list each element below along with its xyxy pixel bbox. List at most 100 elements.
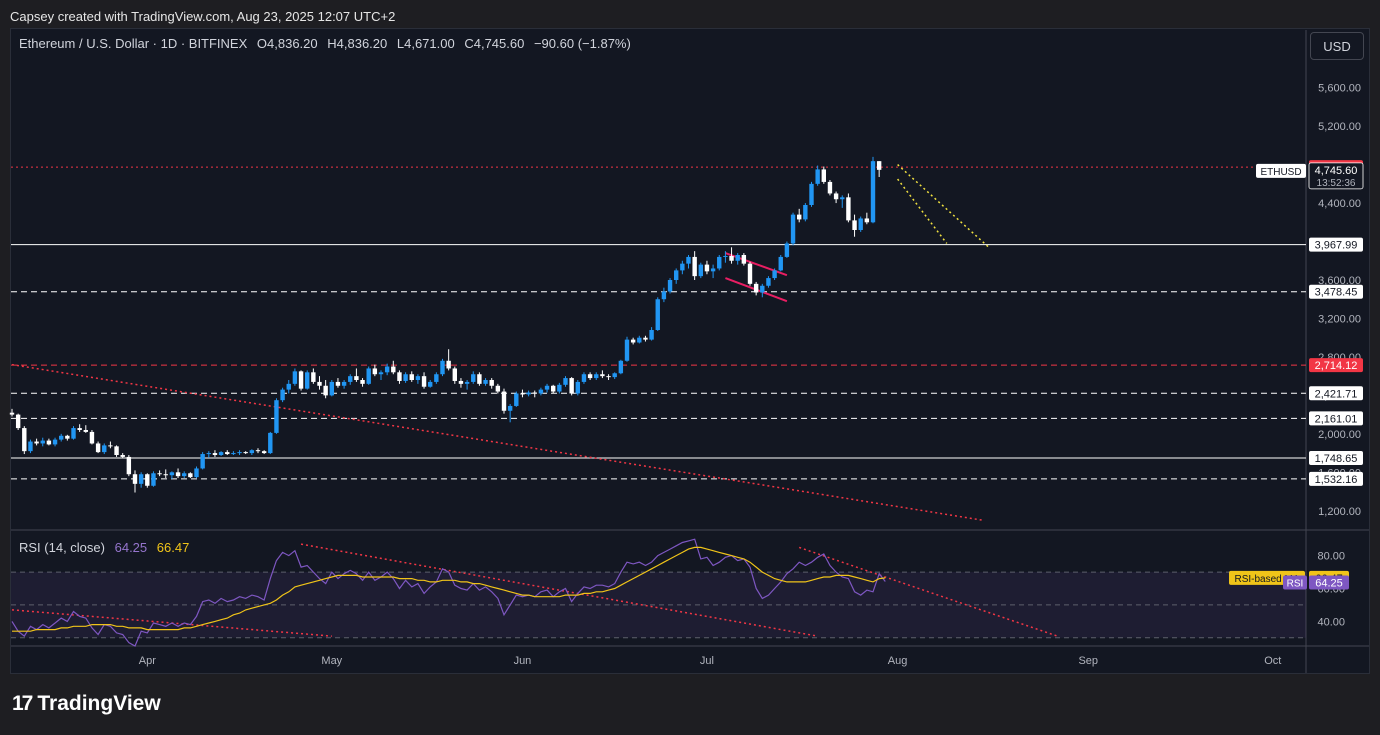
chart-caption: Capsey created with TradingView.com, Aug… xyxy=(10,9,396,24)
candle-body xyxy=(397,372,402,381)
candle-body xyxy=(34,441,39,444)
candle-body xyxy=(163,474,168,476)
candle-body xyxy=(46,440,52,445)
candle-body xyxy=(317,381,322,386)
candle-body xyxy=(409,374,414,380)
price-level-tag-bg xyxy=(1309,411,1363,426)
candle-body xyxy=(674,270,679,280)
candle-body xyxy=(698,264,703,277)
candle-body xyxy=(514,393,519,406)
candle-body xyxy=(9,412,15,415)
candle-body xyxy=(667,280,673,292)
price-level-tag: 1,532.16 xyxy=(1315,474,1358,486)
candle-body xyxy=(655,299,660,330)
currency-button[interactable]: USD xyxy=(1310,32,1364,60)
candle-body xyxy=(452,368,457,381)
candle-body xyxy=(59,435,64,440)
candle-body xyxy=(28,441,33,452)
candle-body xyxy=(218,452,224,455)
rsi-name-tag: RSI xyxy=(1287,579,1304,590)
candle-body xyxy=(612,373,617,378)
time-tick-label: May xyxy=(321,655,342,667)
candle-body xyxy=(384,366,390,373)
candle-body xyxy=(182,473,187,477)
candle-body xyxy=(594,374,599,379)
candle-body xyxy=(77,428,82,430)
time-tick-label: Jul xyxy=(700,655,714,667)
candle-body xyxy=(138,474,144,484)
candle-body xyxy=(22,428,27,452)
rsi-ma-line xyxy=(12,546,886,632)
rsi-trendline xyxy=(798,546,1058,637)
candle-body xyxy=(520,393,525,395)
candle-body xyxy=(538,389,544,394)
candle-body xyxy=(797,214,802,220)
candle-body xyxy=(175,472,181,477)
time-tick-label: Oct xyxy=(1264,655,1281,667)
rsi-value-tag-bg xyxy=(1309,575,1349,590)
candle-body xyxy=(858,218,863,230)
candle-body xyxy=(15,414,21,429)
candle-body xyxy=(483,380,488,384)
candle-body xyxy=(194,468,199,478)
candle-body xyxy=(581,374,587,382)
rsi-tick-label: 80.00 xyxy=(1317,551,1345,563)
price-tick-label: 3,200.00 xyxy=(1318,313,1361,325)
candle-body xyxy=(876,161,882,170)
candle-body xyxy=(809,183,814,205)
candle-body xyxy=(507,405,513,411)
candle-body xyxy=(212,453,218,455)
candle-body xyxy=(323,385,328,396)
tradingview-brand[interactable]: 17 TradingView xyxy=(12,692,161,716)
candle-body xyxy=(864,218,870,223)
rsi-label: RSI (14, close) xyxy=(19,540,105,555)
candle-body xyxy=(157,473,162,475)
candle-body xyxy=(126,456,132,475)
candle-body xyxy=(649,330,654,340)
last-price-tag-bg xyxy=(1308,162,1364,190)
tradingview-logo-icon: 17 xyxy=(12,692,33,715)
candle-body xyxy=(624,339,630,361)
candle-body xyxy=(391,366,396,373)
candle-body xyxy=(280,389,285,401)
candle-body xyxy=(151,473,156,486)
candle-body xyxy=(52,439,58,445)
candle-body xyxy=(255,450,261,452)
candle-body xyxy=(747,263,753,284)
candle-body xyxy=(637,337,642,343)
symbol-tag: ETHUSD xyxy=(1260,167,1301,178)
rsi-line xyxy=(11,538,886,647)
last-price-value: 4,745.60 xyxy=(1315,165,1358,177)
price-level-tag-bg xyxy=(1309,451,1363,466)
candle-body xyxy=(575,381,580,394)
candle-body xyxy=(329,381,334,396)
candle-body xyxy=(870,161,876,223)
candle-body xyxy=(815,169,820,184)
candle-body xyxy=(169,472,175,476)
candle-body xyxy=(846,197,851,221)
candle-body xyxy=(311,372,316,382)
price-level-tag: 2,161.01 xyxy=(1315,413,1358,425)
rsi-name-tag-bg xyxy=(1283,575,1307,590)
candle-body xyxy=(366,368,371,384)
candle-body xyxy=(852,220,857,230)
candle-body xyxy=(225,452,230,455)
candle-body xyxy=(821,169,826,182)
candle-body xyxy=(102,445,107,453)
candle-body xyxy=(606,376,611,378)
candle-body xyxy=(464,381,470,384)
time-tick-label: Jun xyxy=(514,655,532,667)
time-tick-label: Apr xyxy=(139,655,156,667)
candle-body xyxy=(551,385,556,392)
candle-body xyxy=(348,376,353,382)
candle-body xyxy=(778,256,783,271)
candle-body xyxy=(372,368,378,375)
candle-body xyxy=(501,391,507,411)
candle-body xyxy=(40,440,45,444)
time-tick-label: Sep xyxy=(1078,655,1098,667)
candle-body xyxy=(489,380,494,386)
candle-body xyxy=(618,360,624,374)
candle-body xyxy=(526,392,531,395)
low-value: L4,671.00 xyxy=(396,36,455,51)
